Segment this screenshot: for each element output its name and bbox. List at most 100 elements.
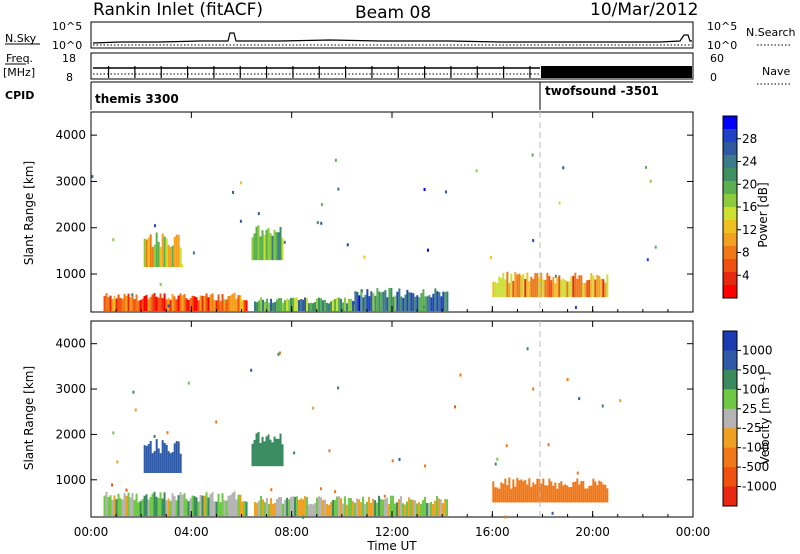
- echo-cell: [280, 496, 283, 517]
- echo-cell: [544, 279, 547, 298]
- echo-cell: [619, 399, 622, 403]
- echo-cell: [153, 491, 156, 517]
- echo-cell: [424, 496, 427, 517]
- echo-cell: [436, 496, 439, 517]
- echo-cell: [119, 498, 122, 517]
- echo-cell: [229, 295, 232, 312]
- echo-cell: [570, 276, 573, 298]
- echo-cell: [215, 501, 218, 517]
- echo-cell: [256, 502, 259, 517]
- echo-cell: [191, 495, 194, 517]
- echo-cell: [278, 351, 281, 355]
- echo-cell: [167, 244, 170, 268]
- echo-cell: [131, 293, 134, 297]
- echo-cell: [267, 227, 270, 261]
- echo-cell: [245, 501, 248, 517]
- echo-cell: [275, 232, 278, 261]
- echo-cell: [290, 297, 293, 312]
- echo-cell: [282, 503, 285, 517]
- echo-cell: [117, 294, 120, 312]
- echo-cell: [606, 488, 609, 503]
- echo-cell: [203, 296, 206, 312]
- echo-cell: [163, 442, 166, 473]
- freq-gap-markers: [107, 66, 531, 78]
- velocity-colorbar-swatch: [723, 369, 737, 390]
- echo-cell: [233, 491, 236, 517]
- echo-cell: [500, 482, 503, 503]
- echo-cell: [328, 449, 331, 453]
- echo-cell: [203, 495, 206, 517]
- power-colorbar-tick-label: 20: [742, 177, 757, 191]
- echo-cell: [558, 483, 561, 503]
- echo-cell: [320, 298, 323, 312]
- power-colorbar-label: Power [dB]: [756, 182, 770, 247]
- echo-cell: [107, 296, 110, 312]
- echo-cell: [192, 251, 195, 255]
- echo-cell: [272, 503, 275, 517]
- echo-cell: [346, 243, 349, 247]
- echo-cell: [306, 298, 309, 312]
- echo-cell: [506, 484, 509, 503]
- power-echoes: [91, 153, 657, 312]
- echo-cell: [602, 279, 605, 298]
- echo-cell: [514, 486, 517, 503]
- echo-cell: [504, 279, 507, 298]
- echo-cell: [402, 297, 405, 312]
- echo-cell: [526, 347, 529, 351]
- echo-cell: [145, 445, 148, 473]
- echo-cell: [173, 496, 176, 517]
- echo-cell: [424, 464, 427, 468]
- echo-cell: [312, 504, 315, 517]
- echo-cell: [356, 291, 359, 312]
- velocity-colorbar-tick-label: -1000: [742, 480, 777, 494]
- freq-tick-top: 18: [62, 52, 76, 65]
- echo-cell: [422, 305, 425, 309]
- echo-cell: [332, 499, 335, 517]
- echo-cell: [364, 503, 367, 517]
- echo-cell: [235, 298, 238, 312]
- echo-cell: [416, 295, 419, 312]
- echo-cell: [292, 297, 295, 312]
- echo-cell: [489, 256, 492, 260]
- velocity-colorbar-swatch: [723, 428, 737, 449]
- echo-cell: [590, 485, 593, 503]
- echo-cell: [406, 289, 409, 312]
- echo-cell: [268, 302, 271, 312]
- power-colorbar-swatch: [723, 207, 737, 221]
- echo-cell: [257, 212, 260, 216]
- echo-cell: [516, 274, 519, 298]
- echo-cell: [562, 278, 565, 298]
- echo-cell: [596, 485, 599, 503]
- echo-cell: [392, 495, 395, 517]
- echo-cell: [337, 187, 340, 191]
- echo-cell: [320, 221, 323, 225]
- echo-cell: [454, 405, 457, 409]
- echo-cell: [360, 289, 363, 312]
- velocity-colorbar-frame: [722, 330, 738, 507]
- echo-cell: [524, 278, 527, 298]
- echo-cell: [271, 442, 274, 467]
- echo-cell: [151, 493, 154, 517]
- echo-cell: [302, 515, 305, 519]
- echo-cell: [410, 292, 413, 312]
- echo-cell: [264, 301, 267, 312]
- velocity-colorbar: 1000 500 100 25 -25 -100 -500 -1000: [722, 330, 777, 507]
- echo-cell: [283, 240, 286, 244]
- echo-cell: [570, 486, 573, 503]
- echo-cell: [233, 292, 236, 312]
- echo-cell: [266, 298, 269, 312]
- power-colorbar-swatch: [723, 142, 737, 156]
- echo-cell: [508, 477, 511, 503]
- echo-cell: [551, 511, 554, 515]
- echo-cell: [506, 271, 509, 298]
- echo-cell: [143, 495, 146, 517]
- echo-cell: [444, 292, 447, 312]
- echo-cell: [237, 295, 240, 312]
- echo-cell: [334, 490, 337, 494]
- echo-cell: [374, 295, 377, 312]
- echo-cell: [414, 296, 417, 312]
- echo-cell: [153, 293, 156, 312]
- echo-cell: [159, 293, 162, 312]
- nave-tick-bottom: 0: [710, 71, 717, 84]
